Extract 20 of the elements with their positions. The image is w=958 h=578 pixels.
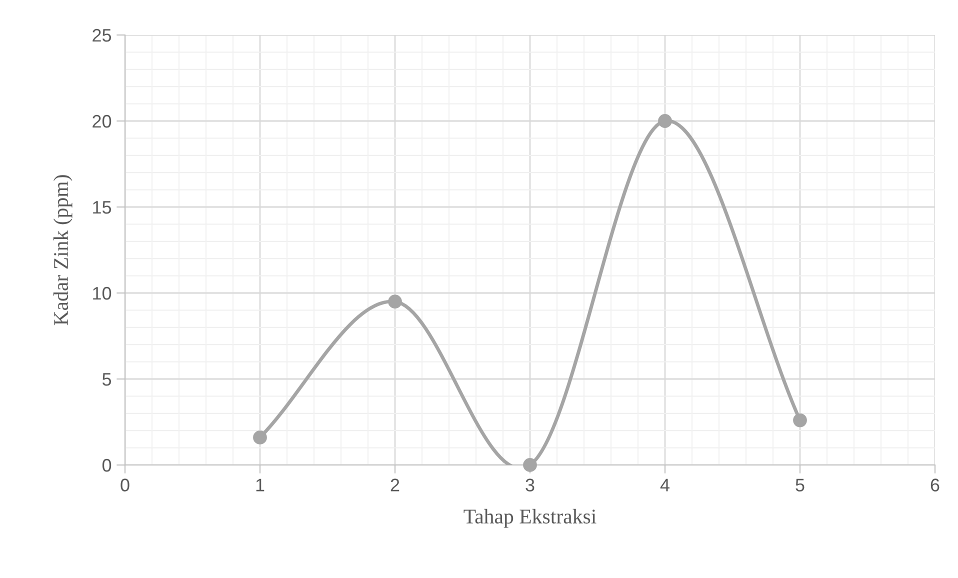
- x-tick-label: 3: [526, 478, 534, 492]
- point: [523, 458, 537, 472]
- x-tick-label: 4: [660, 478, 670, 492]
- point: [388, 294, 402, 309]
- y-tick-label: 20: [92, 114, 112, 128]
- y-tick-label: 10: [93, 286, 112, 300]
- point: [793, 413, 807, 428]
- point: [253, 430, 267, 444]
- y-tick-label: 5: [102, 373, 112, 386]
- x-tick-label: 2: [390, 478, 400, 492]
- y-axis-title: Kadar Zink (ppm): [53, 175, 72, 326]
- y-tick-label: 0: [102, 458, 112, 472]
- x-tick-label: 6: [930, 478, 940, 492]
- y-tick-label: 25: [92, 28, 112, 42]
- y-tick-label: 15: [93, 201, 112, 214]
- x-tick-label: 1: [256, 478, 264, 492]
- x-axis-title: Tahap Ekstraksi: [464, 508, 596, 528]
- x-tick-label: 5: [796, 478, 804, 492]
- x-tick-label: 0: [120, 478, 130, 492]
- point: [658, 114, 672, 128]
